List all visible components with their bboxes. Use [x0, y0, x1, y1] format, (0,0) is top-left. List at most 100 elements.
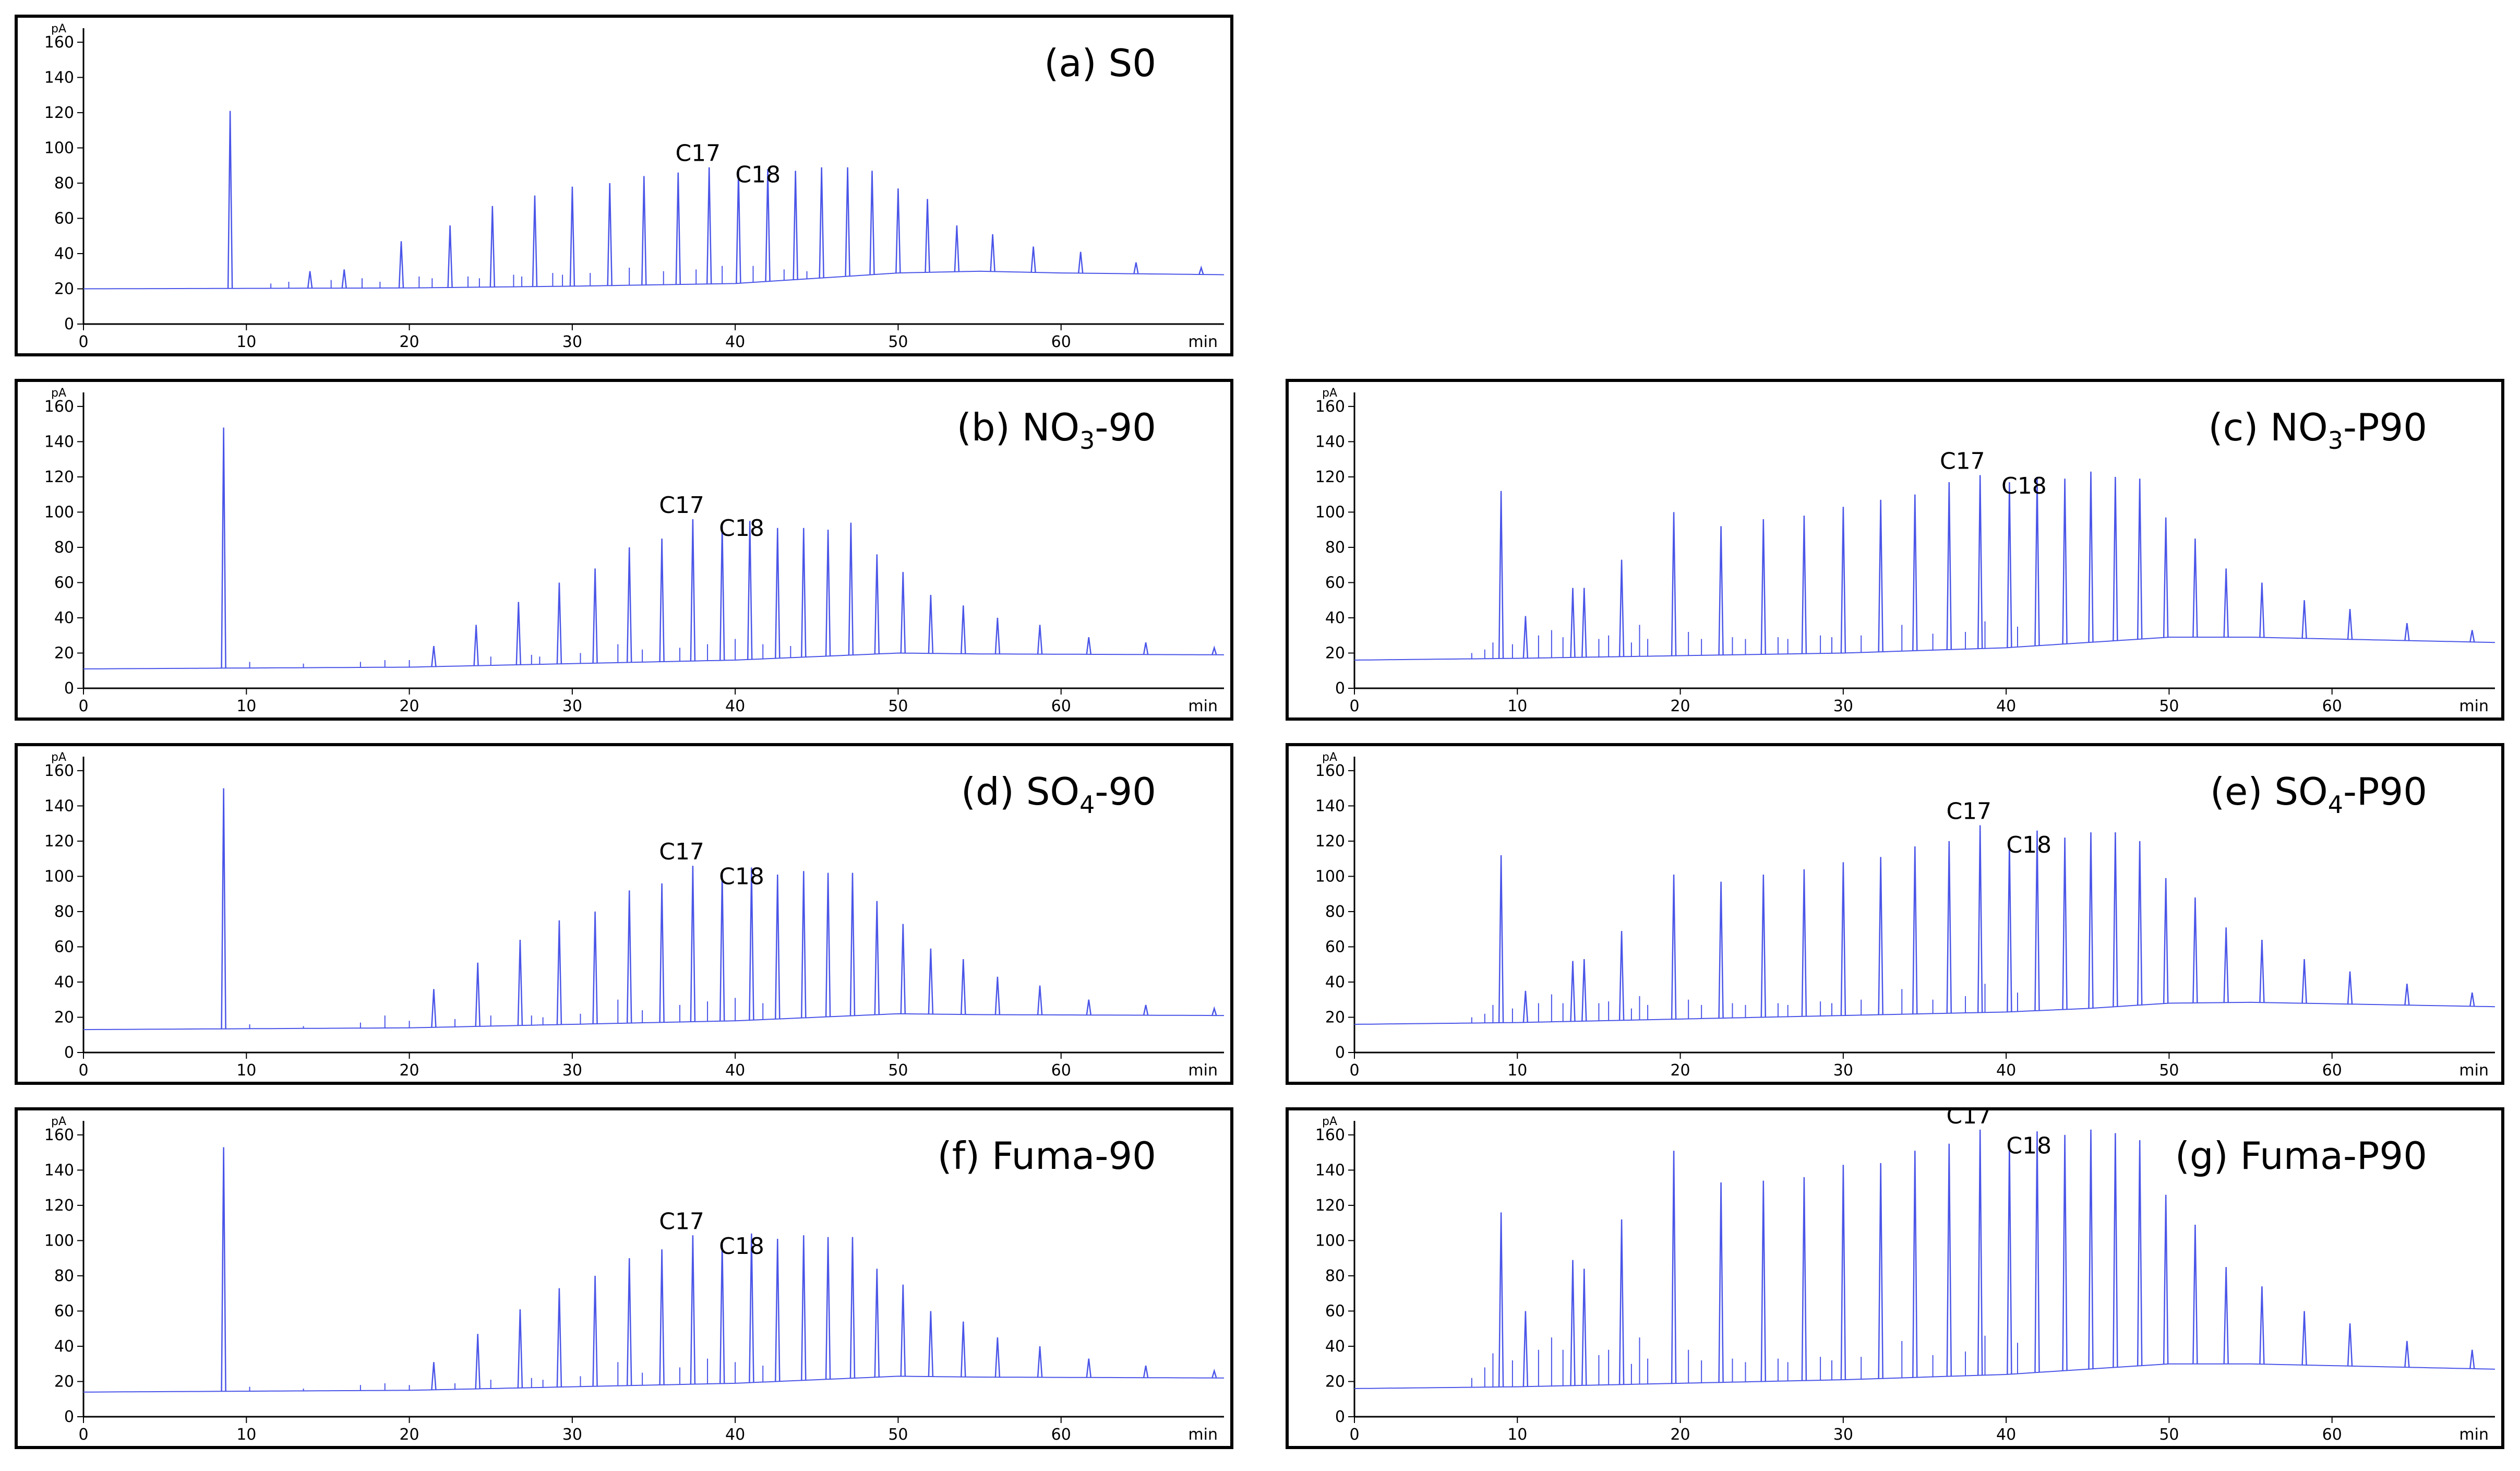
- y-tick-label: 80: [54, 539, 74, 557]
- chart-panel-b: 0 20 40 60 80 100 120 140 160 0 10 20 30 40 50 60 pA min C…: [15, 379, 1233, 721]
- peak: [1498, 855, 1504, 1023]
- panel-title-main: (d) SO: [961, 770, 1079, 814]
- peak: [1801, 1177, 1807, 1381]
- peak: [2301, 959, 2307, 1003]
- y-tick-label: 100: [1315, 503, 1345, 521]
- peak: [825, 1237, 831, 1380]
- x-tick-label: 40: [725, 333, 745, 351]
- peak: [1878, 499, 1883, 652]
- peak: [517, 1309, 523, 1388]
- peak: [2137, 479, 2143, 639]
- baseline-trace: [1354, 1363, 2495, 1389]
- peak: [227, 111, 233, 289]
- peak: [1878, 1163, 1883, 1379]
- x-tick-label: 10: [236, 1426, 256, 1444]
- panel-title-subscript: 3: [1079, 426, 1095, 455]
- x-tick-label: 0: [78, 1426, 88, 1444]
- peak: [1801, 869, 1807, 1016]
- peak: [1618, 1219, 1625, 1385]
- peak: [2469, 992, 2475, 1007]
- peak: [592, 1275, 598, 1386]
- y-tick-label: 80: [54, 174, 74, 193]
- y-tick-label: 120: [1315, 1197, 1345, 1215]
- x-tick-label: 60: [1051, 697, 1071, 715]
- peak: [515, 602, 522, 665]
- peak: [849, 872, 856, 1016]
- peak: [2007, 841, 2012, 1012]
- y-tick-label: 40: [54, 1337, 74, 1356]
- peak: [2113, 476, 2118, 641]
- x-axis-label: min: [1188, 333, 1218, 351]
- peak: [1077, 252, 1084, 273]
- peak: [1570, 588, 1576, 657]
- peak: [1037, 985, 1043, 1015]
- y-axis-label: pA: [51, 387, 66, 400]
- panel-title: (f) Fuma-90: [938, 1134, 1156, 1178]
- peak: [1977, 825, 1983, 1013]
- peak: [1878, 857, 1883, 1015]
- peak: [1671, 874, 1677, 1020]
- y-tick-label: 160: [1315, 398, 1345, 416]
- x-tick-label: 40: [725, 1061, 745, 1080]
- peak: [431, 1362, 437, 1390]
- peak: [1840, 862, 1846, 1016]
- peak-annotation-c18: C18: [2006, 1132, 2051, 1159]
- y-tick-label: 120: [44, 468, 74, 486]
- peak-annotation-c18: C18: [735, 161, 781, 188]
- peak: [556, 920, 562, 1025]
- peak: [2137, 841, 2143, 1006]
- panel-title-main: (b) NO: [957, 405, 1079, 449]
- peak: [2223, 1267, 2229, 1364]
- x-tick-label: 20: [1670, 697, 1690, 715]
- peak: [1618, 931, 1625, 1021]
- peak: [994, 1337, 1001, 1378]
- baseline-trace: [83, 1013, 1224, 1031]
- peak: [659, 1249, 665, 1385]
- x-tick-label: 40: [725, 1426, 745, 1444]
- peak: [2007, 1142, 2012, 1374]
- peak: [2223, 568, 2229, 638]
- peak: [1570, 1260, 1576, 1386]
- peak: [1581, 588, 1587, 657]
- y-axis-label: pA: [1322, 751, 1337, 764]
- peak: [690, 1235, 696, 1384]
- y-tick-label: 140: [44, 797, 74, 815]
- y-tick-label: 80: [54, 903, 74, 921]
- peak-annotation-c17: C17: [1946, 798, 1991, 825]
- peak: [1671, 1151, 1677, 1384]
- peak: [775, 874, 781, 1019]
- peak: [1718, 881, 1724, 1019]
- y-tick-label: 160: [44, 1126, 74, 1144]
- x-tick-label: 50: [888, 1426, 908, 1444]
- peak: [1522, 990, 1529, 1023]
- peak: [719, 1242, 725, 1384]
- y-tick-label: 100: [44, 867, 74, 886]
- peak: [473, 625, 479, 666]
- y-tick-label: 160: [1315, 762, 1345, 780]
- peak: [2404, 1341, 2410, 1368]
- peak: [1133, 262, 1139, 274]
- peak: [2113, 832, 2118, 1007]
- y-tick-label: 40: [54, 609, 74, 627]
- peak: [775, 528, 781, 659]
- y-tick-label: 80: [1325, 539, 1345, 557]
- peak: [1522, 1311, 1529, 1387]
- peak: [825, 872, 831, 1017]
- y-tick-label: 20: [54, 280, 74, 298]
- x-tick-label: 60: [1051, 1061, 1071, 1080]
- y-tick-label: 140: [1315, 797, 1345, 815]
- panel-title-subscript: 4: [1079, 791, 1095, 819]
- x-tick-label: 10: [1507, 1061, 1527, 1080]
- peak: [1977, 1129, 1983, 1376]
- x-tick-label: 20: [399, 1426, 419, 1444]
- baseline-trace: [83, 1376, 1224, 1393]
- x-axis-label: min: [2459, 697, 2489, 715]
- peak: [874, 901, 880, 1015]
- y-tick-label: 20: [1325, 1008, 1345, 1026]
- x-tick-label: 40: [1996, 697, 2016, 715]
- x-tick-label: 40: [1996, 1426, 2016, 1444]
- x-tick-label: 40: [725, 697, 745, 715]
- peak: [765, 169, 771, 282]
- peak: [690, 519, 696, 661]
- peak: [1522, 616, 1529, 659]
